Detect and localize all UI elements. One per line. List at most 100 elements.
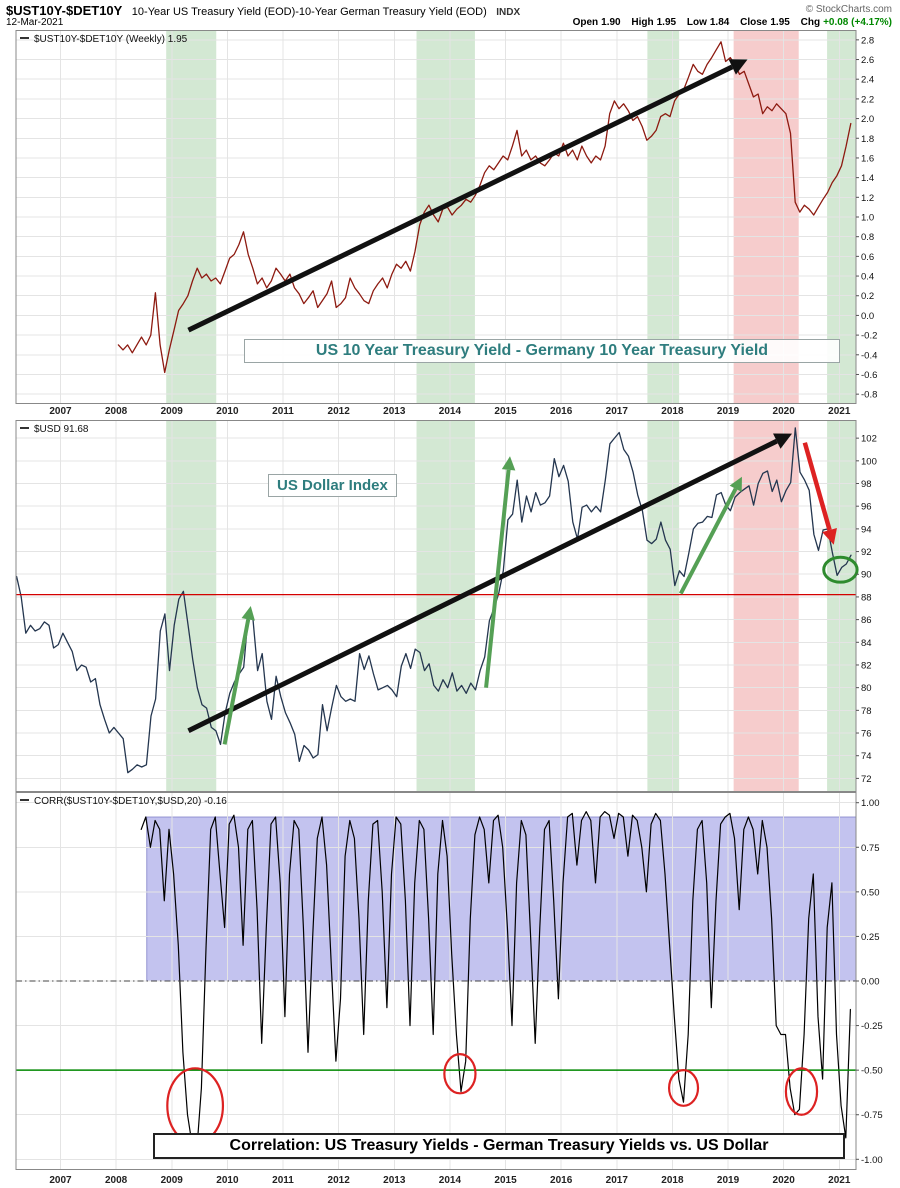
svg-text:2015: 2015 [494,406,517,417]
low-label: Low [686,17,707,28]
y-axis-labels: 1.00 0.75 0.50 0.25 0.00 -0.25 -0.50 -0.75 -1.00 [856,798,883,1166]
svg-text:1.0: 1.0 [861,213,874,224]
svg-text:-0.2: -0.2 [861,331,877,342]
svg-text:1.00: 1.00 [861,798,880,809]
usd-legend: $USD 91.68 [20,424,88,435]
chg-value: +0.08 (+4.17%) [823,17,892,28]
svg-text:2010: 2010 [216,1175,239,1186]
svg-text:2012: 2012 [328,1175,351,1186]
svg-text:72: 72 [861,774,872,785]
svg-text:2011: 2011 [272,1175,294,1186]
svg-text:1.6: 1.6 [861,153,874,164]
series-color-tick-icon [20,799,29,802]
trend-arrow [187,433,793,733]
plot-border [15,420,857,792]
svg-text:102: 102 [861,434,877,445]
svg-text:0.4: 0.4 [861,272,874,283]
symbol-description: 10-Year US Treasury Yield (EOD)-10-Year … [131,6,487,18]
open-label: Open [572,17,599,28]
svg-text:2013: 2013 [383,406,406,417]
svg-text:2007: 2007 [49,406,72,417]
svg-text:100: 100 [861,456,877,467]
series-line [16,427,852,774]
svg-text:0.25: 0.25 [861,932,880,943]
svg-text:96: 96 [861,502,872,513]
svg-text:2018: 2018 [661,406,684,417]
svg-text:84: 84 [861,638,872,649]
spread-annotation-label: US 10 Year Treasury Yield - Germany 10 Y… [244,339,840,363]
close-label: Close [740,17,768,28]
series-line [140,811,851,1151]
symbol: $UST10Y-$DET10Y [6,3,123,18]
svg-text:2020: 2020 [773,1175,796,1186]
high-label: High [631,17,654,28]
svg-text:-0.25: -0.25 [861,1021,883,1032]
svg-text:78: 78 [861,706,872,717]
svg-text:1.8: 1.8 [861,134,874,145]
svg-text:0.0: 0.0 [861,311,874,322]
chg-label: Chg [800,17,821,28]
svg-text:2009: 2009 [161,406,184,417]
x-axis-year-labels: 2007 2008 2009 2010 2011 2012 2013 2014 2015 2016… [49,1175,850,1186]
svg-text:90: 90 [861,570,872,581]
svg-text:92: 92 [861,547,872,558]
svg-text:76: 76 [861,729,872,740]
usd-annotation-label: US Dollar Index [268,474,397,497]
trend-arrow [222,606,255,745]
svg-text:2019: 2019 [717,406,740,417]
svg-text:2014: 2014 [439,1175,462,1186]
quote-line: Open 1.90 High 1.95 Low 1.84 Close 1.95 Chg +… [565,17,892,28]
correlation-legend-text: CORR($UST10Y-$DET10Y,$USD,20) -0.16 [34,796,227,807]
usd-legend-text: $USD 91.68 [34,424,89,435]
svg-text:2012: 2012 [328,406,351,417]
svg-text:-0.75: -0.75 [861,1110,883,1121]
svg-text:2008: 2008 [105,406,128,417]
spread-legend: $UST10Y-$DET10Y (Weekly) 1.95 [20,34,187,45]
svg-text:2007: 2007 [49,1175,72,1186]
svg-text:2008: 2008 [105,1175,128,1186]
svg-text:2013: 2013 [383,1175,406,1186]
correlation-chart-panel: 1.00 0.75 0.50 0.25 0.00 -0.25 -0.50 -0.75 -1.00… [15,792,883,1186]
svg-text:2015: 2015 [494,1175,517,1186]
y-axis-labels: 102 100 98 96 94 92 90 88 86 84 82 80 78 76 74 72 [856,434,877,785]
svg-text:1.2: 1.2 [861,193,874,204]
spread-legend-text: $UST10Y-$DET10Y (Weekly) 1.95 [34,34,188,45]
svg-text:2.4: 2.4 [861,75,874,86]
series-color-tick-icon [20,427,29,430]
svg-text:2014: 2014 [439,406,462,417]
svg-text:2.6: 2.6 [861,55,874,66]
svg-text:2016: 2016 [550,406,573,417]
svg-text:2017: 2017 [606,1175,629,1186]
svg-text:0.2: 0.2 [861,291,874,302]
series-line [117,41,852,374]
svg-text:2.0: 2.0 [861,114,874,125]
svg-text:0.00: 0.00 [861,977,880,988]
gridlines [16,792,856,1170]
svg-text:2021: 2021 [828,406,851,417]
svg-text:1.4: 1.4 [861,173,874,184]
correlation-legend: CORR($UST10Y-$DET10Y,$USD,20) -0.16 [20,796,227,807]
svg-text:94: 94 [861,524,872,535]
usd-index-chart-panel: 102 100 98 96 94 92 90 88 86 84 82 80 78 76 74 72 [15,420,877,792]
svg-text:-1.00: -1.00 [861,1155,883,1166]
svg-text:2016: 2016 [550,1175,573,1186]
trend-arrow [802,442,837,545]
svg-text:2009: 2009 [161,1175,184,1186]
y-axis-labels: 2.8 2.6 2.4 2.2 2.0 1.8 1.6 1.4 1.2 1.0 0.8 0.6 0.4 0… [856,35,877,401]
highlight-ellipse [443,1053,477,1095]
highlight-ellipse [667,1069,700,1107]
svg-text:-0.4: -0.4 [861,350,877,361]
high-value: 1.95 [656,17,677,28]
chart-date: 12-Mar-2021 [6,17,64,28]
header-title-line: $UST10Y-$DET10Y 10-Year US Treasury Yiel… [6,2,520,20]
x-axis-year-labels: 2007 2008 2009 2010 2011 2012 2013 2014 2015 2016… [49,406,850,417]
highlight-ellipse [822,555,859,584]
svg-text:2019: 2019 [717,1175,740,1186]
svg-text:2.2: 2.2 [861,94,874,105]
svg-text:98: 98 [861,479,872,490]
trend-arrow [678,476,742,595]
svg-text:86: 86 [861,615,872,626]
svg-text:74: 74 [861,751,872,762]
svg-text:0.6: 0.6 [861,252,874,263]
